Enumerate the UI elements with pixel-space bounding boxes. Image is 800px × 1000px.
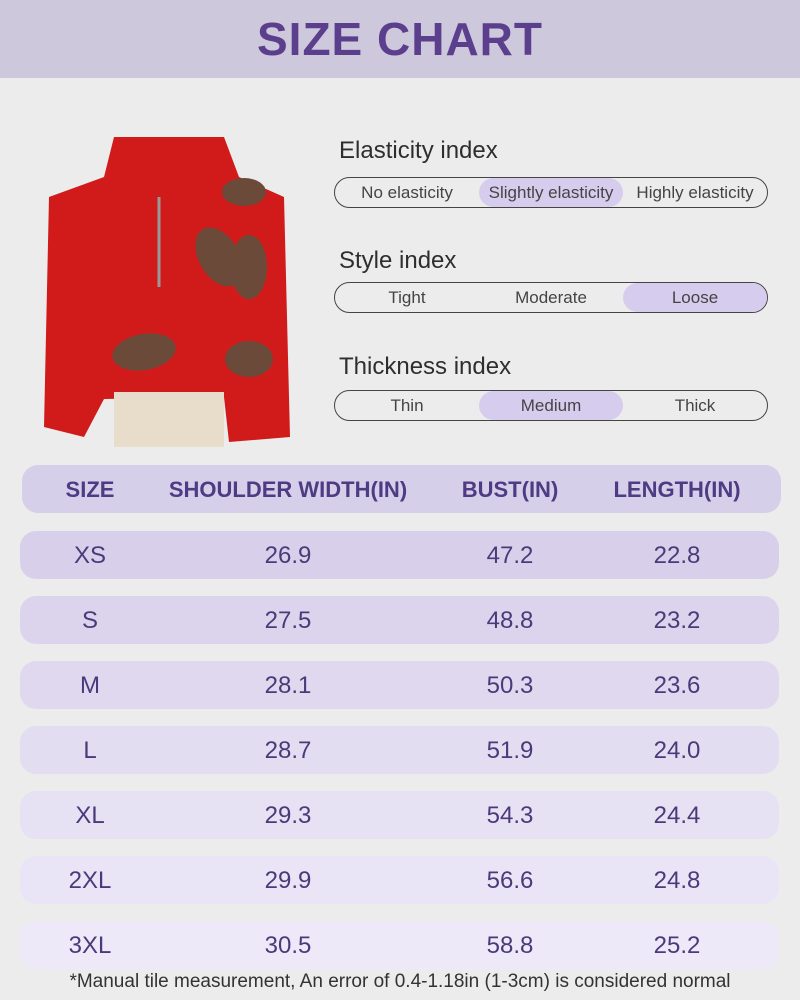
table-row xyxy=(20,726,779,774)
index-label: Thickness index xyxy=(339,353,512,380)
table-cell: S xyxy=(81,607,99,634)
table-row xyxy=(20,596,779,644)
table-cell: 28.7 xyxy=(264,737,312,764)
table-cell: 25.2 xyxy=(653,932,701,959)
table-cell: 51.9 xyxy=(486,737,534,764)
index-option: No elasticity xyxy=(361,182,453,202)
index-option: Thin xyxy=(390,395,424,415)
header-cell: SHOULDER WIDTH(IN) xyxy=(168,477,408,502)
table-cell: 27.5 xyxy=(264,607,312,634)
table-cell: 26.9 xyxy=(264,542,312,569)
table-row xyxy=(20,531,779,579)
table-cell: 29.9 xyxy=(264,867,312,894)
index-scale: Tight Moderate Loose xyxy=(334,282,768,313)
product-image xyxy=(44,137,290,447)
index-label: Elasticity index xyxy=(339,137,498,164)
index-option: Highly elasticity xyxy=(636,182,754,202)
header-cell: SIZE xyxy=(65,477,115,502)
table-cell: 3XL xyxy=(68,932,112,959)
index-label: Style index xyxy=(339,247,457,274)
table-cell: XL xyxy=(75,802,105,829)
index-option: Loose xyxy=(623,283,767,312)
index-option: Tight xyxy=(388,287,426,307)
table-cell: 30.5 xyxy=(264,932,312,959)
table-row xyxy=(20,921,779,969)
table-cell: 23.2 xyxy=(653,607,701,634)
table-cell: 24.4 xyxy=(653,802,701,829)
table-cell: 58.8 xyxy=(486,932,534,959)
table-cell: 24.8 xyxy=(653,867,701,894)
table-cell: 48.8 xyxy=(486,607,534,634)
table-cell: 24.0 xyxy=(653,737,701,764)
table-header xyxy=(22,465,781,513)
index-scale: No elasticity Slightly elasticity Highly e… xyxy=(334,177,768,208)
index-option: Medium xyxy=(479,391,623,420)
table-cell: L xyxy=(83,737,97,764)
table-cell: 50.3 xyxy=(486,672,534,699)
table-cell: 29.3 xyxy=(264,802,312,829)
header-cell: LENGTH(IN) xyxy=(613,477,741,502)
title: SIZE CHART xyxy=(257,13,543,65)
table-row xyxy=(20,856,779,904)
table-cell: 22.8 xyxy=(653,542,701,569)
header-cell: BUST(IN) xyxy=(461,477,559,502)
table-cell: 54.3 xyxy=(486,802,534,829)
table-cell: 28.1 xyxy=(264,672,312,699)
table-cell: 2XL xyxy=(68,867,112,894)
table-cell: 56.6 xyxy=(486,867,534,894)
index-option: Slightly elasticity xyxy=(479,178,623,207)
footnote: *Manual tile measurement, An error of 0.… xyxy=(69,971,731,992)
table-cell: XS xyxy=(73,542,107,569)
table-row xyxy=(20,791,779,839)
table-cell: 47.2 xyxy=(486,542,534,569)
index-scale: Thin Medium Thick xyxy=(334,390,768,421)
table-cell: 23.6 xyxy=(653,672,701,699)
index-option: Moderate xyxy=(515,287,587,307)
table-row xyxy=(20,661,779,709)
header-band xyxy=(0,0,800,78)
table-cell: M xyxy=(80,672,100,699)
index-option: Thick xyxy=(674,395,716,415)
